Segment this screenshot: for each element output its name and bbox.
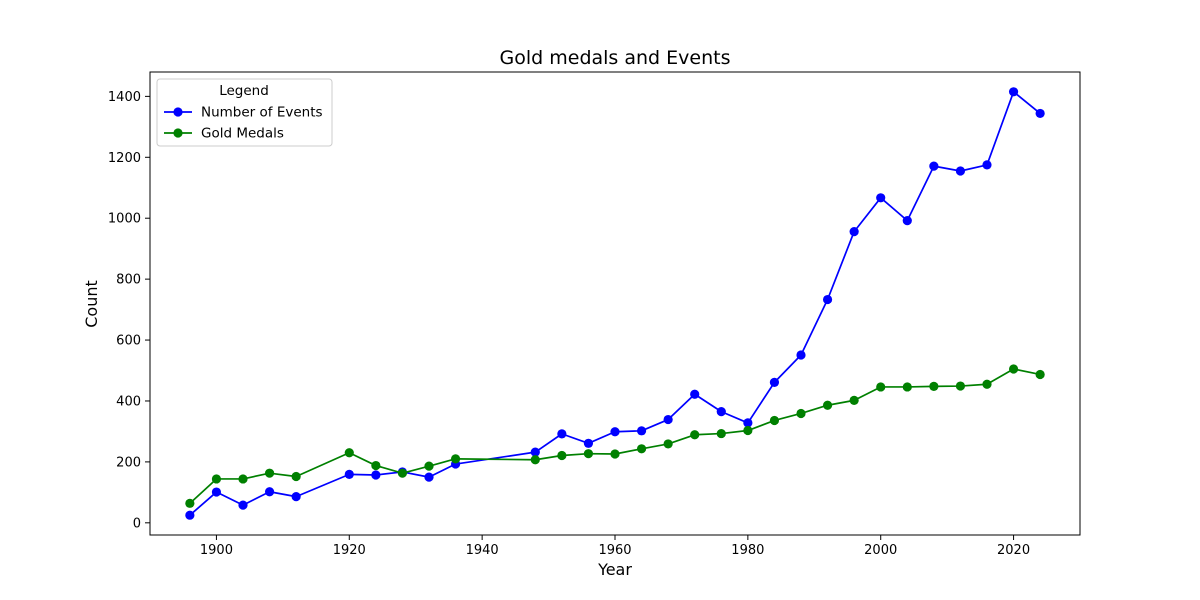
gold-medals-point [583, 449, 594, 459]
y-tick-label: 600 [116, 334, 141, 349]
y-tick-label: 0 [133, 516, 141, 531]
gold-medals-point [849, 395, 859, 405]
legend-frame [156, 78, 333, 147]
gold-medals-point [238, 474, 248, 484]
number-of-events-point [264, 487, 275, 497]
x-tick-label: 2000 [864, 543, 897, 558]
number-of-events-line [189, 90, 1041, 516]
plot-area: 1900 1920 1940 1960 1980 2000 2020 0 200 400 600 80… [108, 71, 1081, 558]
y-axis-title: Count [82, 280, 101, 328]
number-of-events-point [610, 427, 620, 437]
gold-medals-point [557, 450, 567, 461]
number-of-events-point [530, 447, 540, 457]
number-of-events-point [902, 216, 912, 226]
number-of-events-point [291, 492, 301, 502]
number-of-events-point [1035, 108, 1045, 119]
number-of-events-point [849, 227, 859, 237]
gold-medals-point [264, 468, 275, 478]
gold-medals-point [1035, 369, 1045, 380]
chart-title: Gold medals and Events [500, 47, 731, 69]
gold-medals-point [663, 439, 673, 449]
x-tick-label: 2020 [997, 543, 1030, 558]
gold-medals-point [424, 461, 434, 471]
x-tick-label: 1900 [200, 543, 233, 558]
x-tick-label: 1940 [466, 543, 499, 558]
y-tick-label: 1200 [108, 151, 141, 166]
gold-medals-point [982, 379, 992, 389]
gold-medals-point [743, 425, 753, 436]
number-of-events-point [982, 160, 992, 170]
gold-medals-point [636, 444, 647, 454]
y-tick-label: 800 [116, 273, 141, 288]
number-of-events-point [743, 418, 753, 428]
gold-medals-point [876, 382, 886, 392]
number-of-events-point [636, 426, 647, 436]
y-tick-label: 1400 [108, 90, 141, 105]
gold-medals-point [371, 460, 381, 471]
x-axis-title: Year [597, 560, 632, 579]
number-of-events-point [822, 294, 833, 305]
number-of-events-point [1008, 87, 1019, 97]
gold-medals-point [450, 454, 461, 464]
legend: Legend Number of Events Gold Medals [156, 78, 333, 147]
gold-medals-point [796, 408, 806, 419]
series-number-of-events [185, 87, 1045, 520]
x-tick-label: 1960 [598, 543, 631, 558]
gold-medals-point [1008, 364, 1019, 374]
gold-medals-point [822, 400, 833, 410]
gold-medals-point [397, 468, 408, 478]
gold-medals-point [610, 449, 620, 459]
number-of-events-point [557, 429, 567, 439]
number-of-events-point [796, 350, 806, 360]
gold-medals-point [716, 428, 726, 439]
gold-medals-point [291, 471, 301, 482]
legend-number-of-events-marker [173, 107, 183, 117]
gold-medals-point [530, 455, 540, 465]
gold-medals-point [690, 430, 700, 440]
number-of-events-point [424, 472, 434, 482]
legend-number-of-events-label: Number of Events [201, 105, 323, 121]
y-tick-label: 200 [116, 455, 141, 470]
number-of-events-point [583, 438, 594, 448]
number-of-events-point [211, 487, 222, 497]
number-of-events-point [716, 407, 726, 417]
gold-medals-point [211, 474, 222, 484]
number-of-events-point [663, 414, 673, 425]
gold-medals-point [955, 381, 966, 391]
legend-gold-medals-label: Gold Medals [201, 126, 284, 142]
number-of-events-point [185, 510, 195, 520]
x-tick-label: 1920 [333, 543, 366, 558]
number-of-events-point [371, 470, 381, 480]
number-of-events-point [955, 166, 966, 176]
legend-gold-medals-marker [173, 128, 183, 138]
y-tick-label: 400 [116, 394, 141, 409]
number-of-events-point [344, 469, 354, 479]
gold-medals-point [769, 415, 780, 426]
number-of-events-point [690, 389, 700, 399]
number-of-events-point [238, 500, 248, 510]
number-of-events-point [876, 193, 886, 203]
y-tick-label: 1000 [108, 212, 141, 227]
legend-title: Legend [219, 83, 269, 99]
gold-medals-point [344, 448, 354, 458]
gold-medals-point [185, 498, 195, 508]
gold-medals-point [902, 382, 912, 392]
x-tick-label: 1980 [731, 543, 764, 558]
series-gold-medals [185, 364, 1045, 508]
number-of-events-point [769, 377, 780, 387]
gold-medals-point [929, 381, 939, 391]
number-of-events-point [929, 161, 939, 171]
legend-entries: Number of Events Gold Medals [164, 105, 323, 142]
